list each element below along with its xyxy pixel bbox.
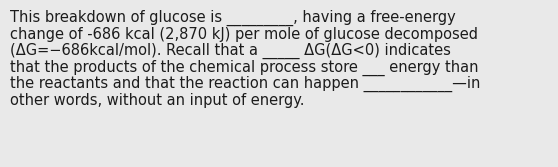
Text: This breakdown of glucose is _________, having a free-energy: This breakdown of glucose is _________, … <box>10 10 456 26</box>
Text: (ΔG=−686kcal/mol). Recall that a _____ ΔG(ΔG<0) indicates: (ΔG=−686kcal/mol). Recall that a _____ Δ… <box>10 43 451 59</box>
Text: the reactants and that the reaction can happen ____________—in: the reactants and that the reaction can … <box>10 76 480 92</box>
Text: other words, without an input of energy.: other words, without an input of energy. <box>10 93 305 108</box>
Text: that the products of the chemical process store ___ energy than: that the products of the chemical proces… <box>10 59 479 76</box>
Text: change of -686 kcal (2,870 kJ) per mole of glucose decomposed: change of -686 kcal (2,870 kJ) per mole … <box>10 27 478 42</box>
